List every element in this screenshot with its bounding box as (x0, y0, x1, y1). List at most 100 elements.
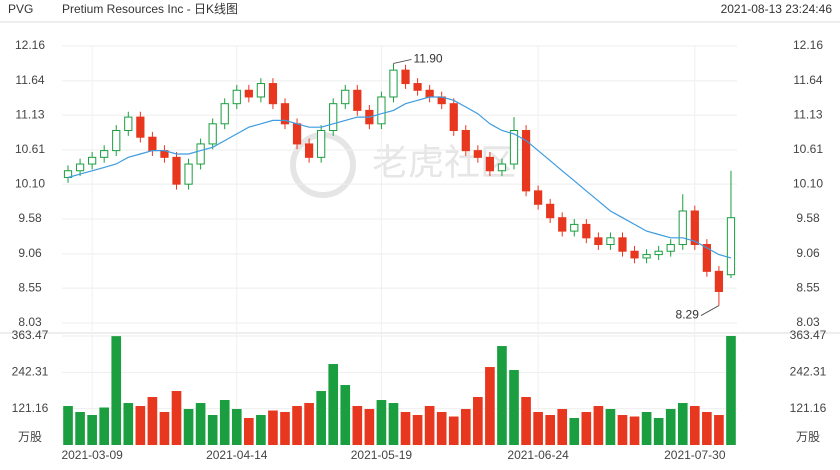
y-tick-label: 12.16 (15, 38, 45, 52)
candle-body (124, 116, 133, 132)
candle-body (461, 130, 470, 152)
candle-body (148, 136, 157, 152)
volume-bar (629, 416, 640, 445)
volume-bar (497, 346, 507, 445)
candle-body (558, 217, 567, 232)
candle-body (654, 250, 663, 256)
y-tick-label: 9.06 (18, 246, 42, 260)
candle-body (425, 89, 434, 98)
y-tick-label: 11.13 (15, 107, 44, 121)
volume-bar (328, 364, 339, 445)
annotation-line (393, 58, 412, 64)
volume-bar (400, 412, 411, 445)
volume-tick-label-right: 121.16 (790, 401, 827, 415)
candle-body (618, 237, 627, 252)
candle-body (75, 163, 85, 172)
y-tick-label-right: 10.10 (793, 176, 823, 190)
volume-bar (352, 406, 363, 445)
x-tick-label: 2021-06-24 (507, 448, 569, 462)
candle-body (304, 143, 314, 158)
symbol: PVG (8, 2, 33, 16)
candle-body (268, 83, 278, 105)
candle-body (244, 89, 253, 98)
watermark: 老虎社区 (372, 142, 516, 183)
volume-bar (244, 418, 254, 445)
x-tick-label: 2021-04-14 (206, 448, 268, 462)
volume-bar (677, 403, 688, 445)
candle-body (292, 123, 302, 145)
volume-bar (617, 415, 628, 445)
volume-unit: 万股 (796, 430, 820, 444)
moving-average (67, 96, 732, 259)
candle-body (546, 203, 555, 219)
volume-tick-label: 363.47 (12, 328, 49, 342)
volume-bar (364, 409, 375, 445)
volume-bar (87, 415, 97, 445)
candle-body (582, 223, 591, 239)
candle-body (449, 103, 458, 132)
candle-body (353, 89, 362, 111)
y-tick-label-right: 9.58 (796, 211, 820, 225)
y-tick-label: 8.55 (18, 280, 42, 294)
candle-body (534, 190, 543, 205)
volume-bar (99, 407, 110, 445)
candle-body (473, 150, 482, 158)
annotation: 8.29 (676, 308, 700, 322)
volume-bar (195, 403, 206, 445)
volume-bar (268, 410, 278, 445)
volume-bar (569, 418, 580, 445)
volume-bar (256, 415, 266, 445)
candle-body (196, 143, 205, 165)
candle-body (726, 217, 736, 276)
volume-bar (533, 412, 543, 445)
volume-bar (388, 403, 399, 445)
y-tick-label-right: 12.16 (793, 38, 823, 52)
volume-bar (340, 385, 351, 445)
volume-bar (147, 397, 158, 445)
candle-body (220, 103, 229, 125)
volume-tick-label: 242.31 (12, 365, 49, 379)
candle-body (100, 150, 109, 158)
candle-body (184, 163, 193, 185)
annotation-line (700, 305, 720, 316)
y-tick-label: 8.03 (18, 315, 42, 329)
volume-bar (219, 400, 230, 445)
volume-bar (593, 406, 604, 445)
volume-bar (714, 415, 724, 445)
volume-bar (641, 412, 652, 445)
y-tick-label-right: 8.03 (796, 315, 820, 329)
y-tick-label-right: 11.13 (793, 107, 822, 121)
y-tick-label-right: 10.61 (793, 142, 823, 156)
volume-bar (473, 397, 483, 445)
volume-bar (581, 412, 592, 445)
volume-bar (412, 415, 423, 445)
volume-bar (726, 336, 736, 445)
candle-body (606, 237, 615, 246)
y-tick-label-right: 9.06 (796, 246, 820, 260)
candle-body (172, 156, 181, 185)
x-tick-label: 2021-05-19 (351, 448, 413, 462)
volume-bar (448, 416, 459, 445)
x-tick-label: 2021-03-09 (61, 448, 123, 462)
volume-bar (460, 409, 471, 445)
volume-bar (111, 336, 122, 445)
y-tick-label: 10.61 (15, 142, 45, 156)
volume-bar (702, 412, 712, 445)
volume-bar (123, 403, 134, 445)
volume-bar (316, 391, 326, 445)
volume-bar (63, 406, 73, 445)
candle-body (642, 254, 651, 259)
candle-body (136, 116, 145, 138)
candle-body (666, 244, 675, 252)
volume-bar (509, 370, 519, 445)
candle-body (497, 163, 507, 172)
volume-bar (135, 406, 146, 445)
candle-body (485, 156, 495, 172)
volume-bar (280, 412, 290, 445)
candle-body (377, 96, 386, 125)
candle-body (678, 210, 687, 246)
candle-body (690, 210, 699, 246)
candle-body (630, 250, 639, 259)
volume-bar (75, 412, 85, 445)
